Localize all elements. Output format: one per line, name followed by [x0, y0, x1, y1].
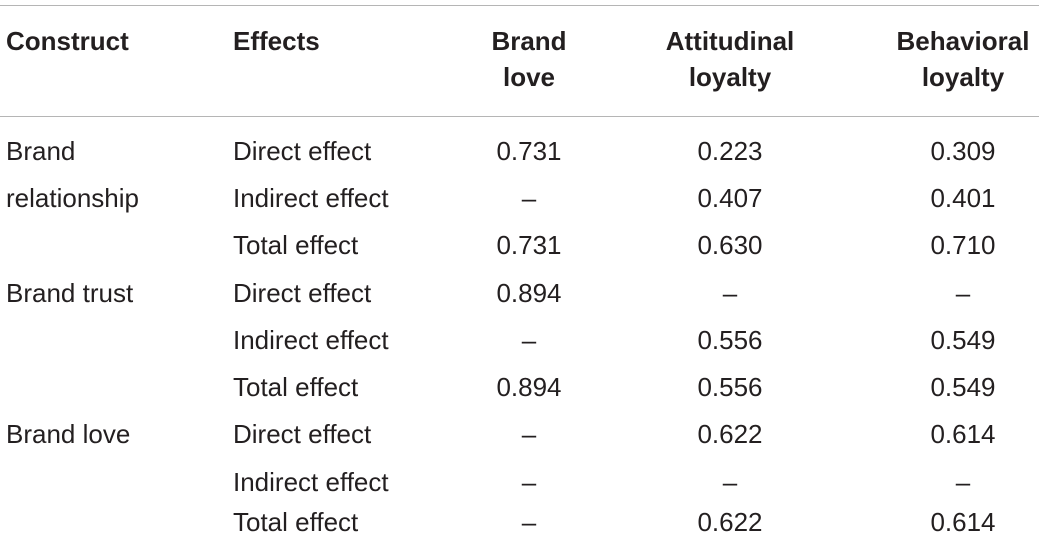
- row-brand-love-value: –: [521, 325, 537, 355]
- row-brand-love-value: –: [521, 507, 537, 537]
- row-effect: Indirect effect: [233, 467, 389, 497]
- header-bottom-rule: [0, 116, 1039, 117]
- header-brand-love-line2: love: [502, 62, 556, 92]
- header-attitudinal-loyalty-line1: Attitudinal: [665, 26, 795, 56]
- row-brand-love-value: 0.894: [496, 278, 562, 308]
- header-construct: Construct: [6, 26, 129, 56]
- row-behavioral-loyalty-value: 0.710: [930, 230, 996, 260]
- row-attitudinal-loyalty-value: 0.622: [697, 419, 763, 449]
- row-brand-love-value: –: [521, 183, 537, 213]
- header-brand-love-line1: Brand: [491, 26, 567, 56]
- row-attitudinal-loyalty-value: 0.556: [697, 325, 763, 355]
- row-behavioral-loyalty-value: –: [955, 278, 971, 308]
- header-effects: Effects: [233, 26, 320, 56]
- header-behavioral-loyalty-line1: Behavioral: [896, 26, 1030, 56]
- row-behavioral-loyalty-value: –: [955, 467, 971, 497]
- row-construct: relationship: [6, 183, 139, 213]
- row-attitudinal-loyalty-value: 0.622: [697, 507, 763, 537]
- row-effect: Total effect: [233, 507, 359, 537]
- row-effect: Indirect effect: [233, 325, 389, 355]
- row-brand-love-value: –: [521, 419, 537, 449]
- row-effect: Total effect: [233, 230, 359, 260]
- row-behavioral-loyalty-value: 0.549: [930, 372, 996, 402]
- header-attitudinal-loyalty-line2: loyalty: [688, 62, 772, 92]
- row-effect: Direct effect: [233, 278, 372, 308]
- row-effect: Direct effect: [233, 419, 372, 449]
- row-attitudinal-loyalty-value: 0.630: [697, 230, 763, 260]
- row-effect: Indirect effect: [233, 183, 389, 213]
- row-construct: Brand love: [6, 419, 131, 449]
- row-behavioral-loyalty-value: 0.309: [930, 136, 996, 166]
- row-behavioral-loyalty-value: 0.401: [930, 183, 996, 213]
- row-attitudinal-loyalty-value: 0.556: [697, 372, 763, 402]
- row-attitudinal-loyalty-value: –: [722, 467, 738, 497]
- row-effect: Total effect: [233, 372, 359, 402]
- table-top-rule: [0, 5, 1039, 6]
- row-attitudinal-loyalty-value: 0.223: [697, 136, 763, 166]
- row-brand-love-value: 0.731: [496, 136, 562, 166]
- row-attitudinal-loyalty-value: –: [722, 278, 738, 308]
- header-behavioral-loyalty-line2: loyalty: [921, 62, 1005, 92]
- row-construct: Brand: [6, 136, 76, 166]
- row-attitudinal-loyalty-value: 0.407: [697, 183, 763, 213]
- row-construct: Brand trust: [6, 278, 134, 308]
- row-brand-love-value: 0.731: [496, 230, 562, 260]
- row-brand-love-value: 0.894: [496, 372, 562, 402]
- row-brand-love-value: –: [521, 467, 537, 497]
- row-behavioral-loyalty-value: 0.549: [930, 325, 996, 355]
- row-behavioral-loyalty-value: 0.614: [930, 419, 996, 449]
- row-effect: Direct effect: [233, 136, 372, 166]
- row-behavioral-loyalty-value: 0.614: [930, 507, 996, 537]
